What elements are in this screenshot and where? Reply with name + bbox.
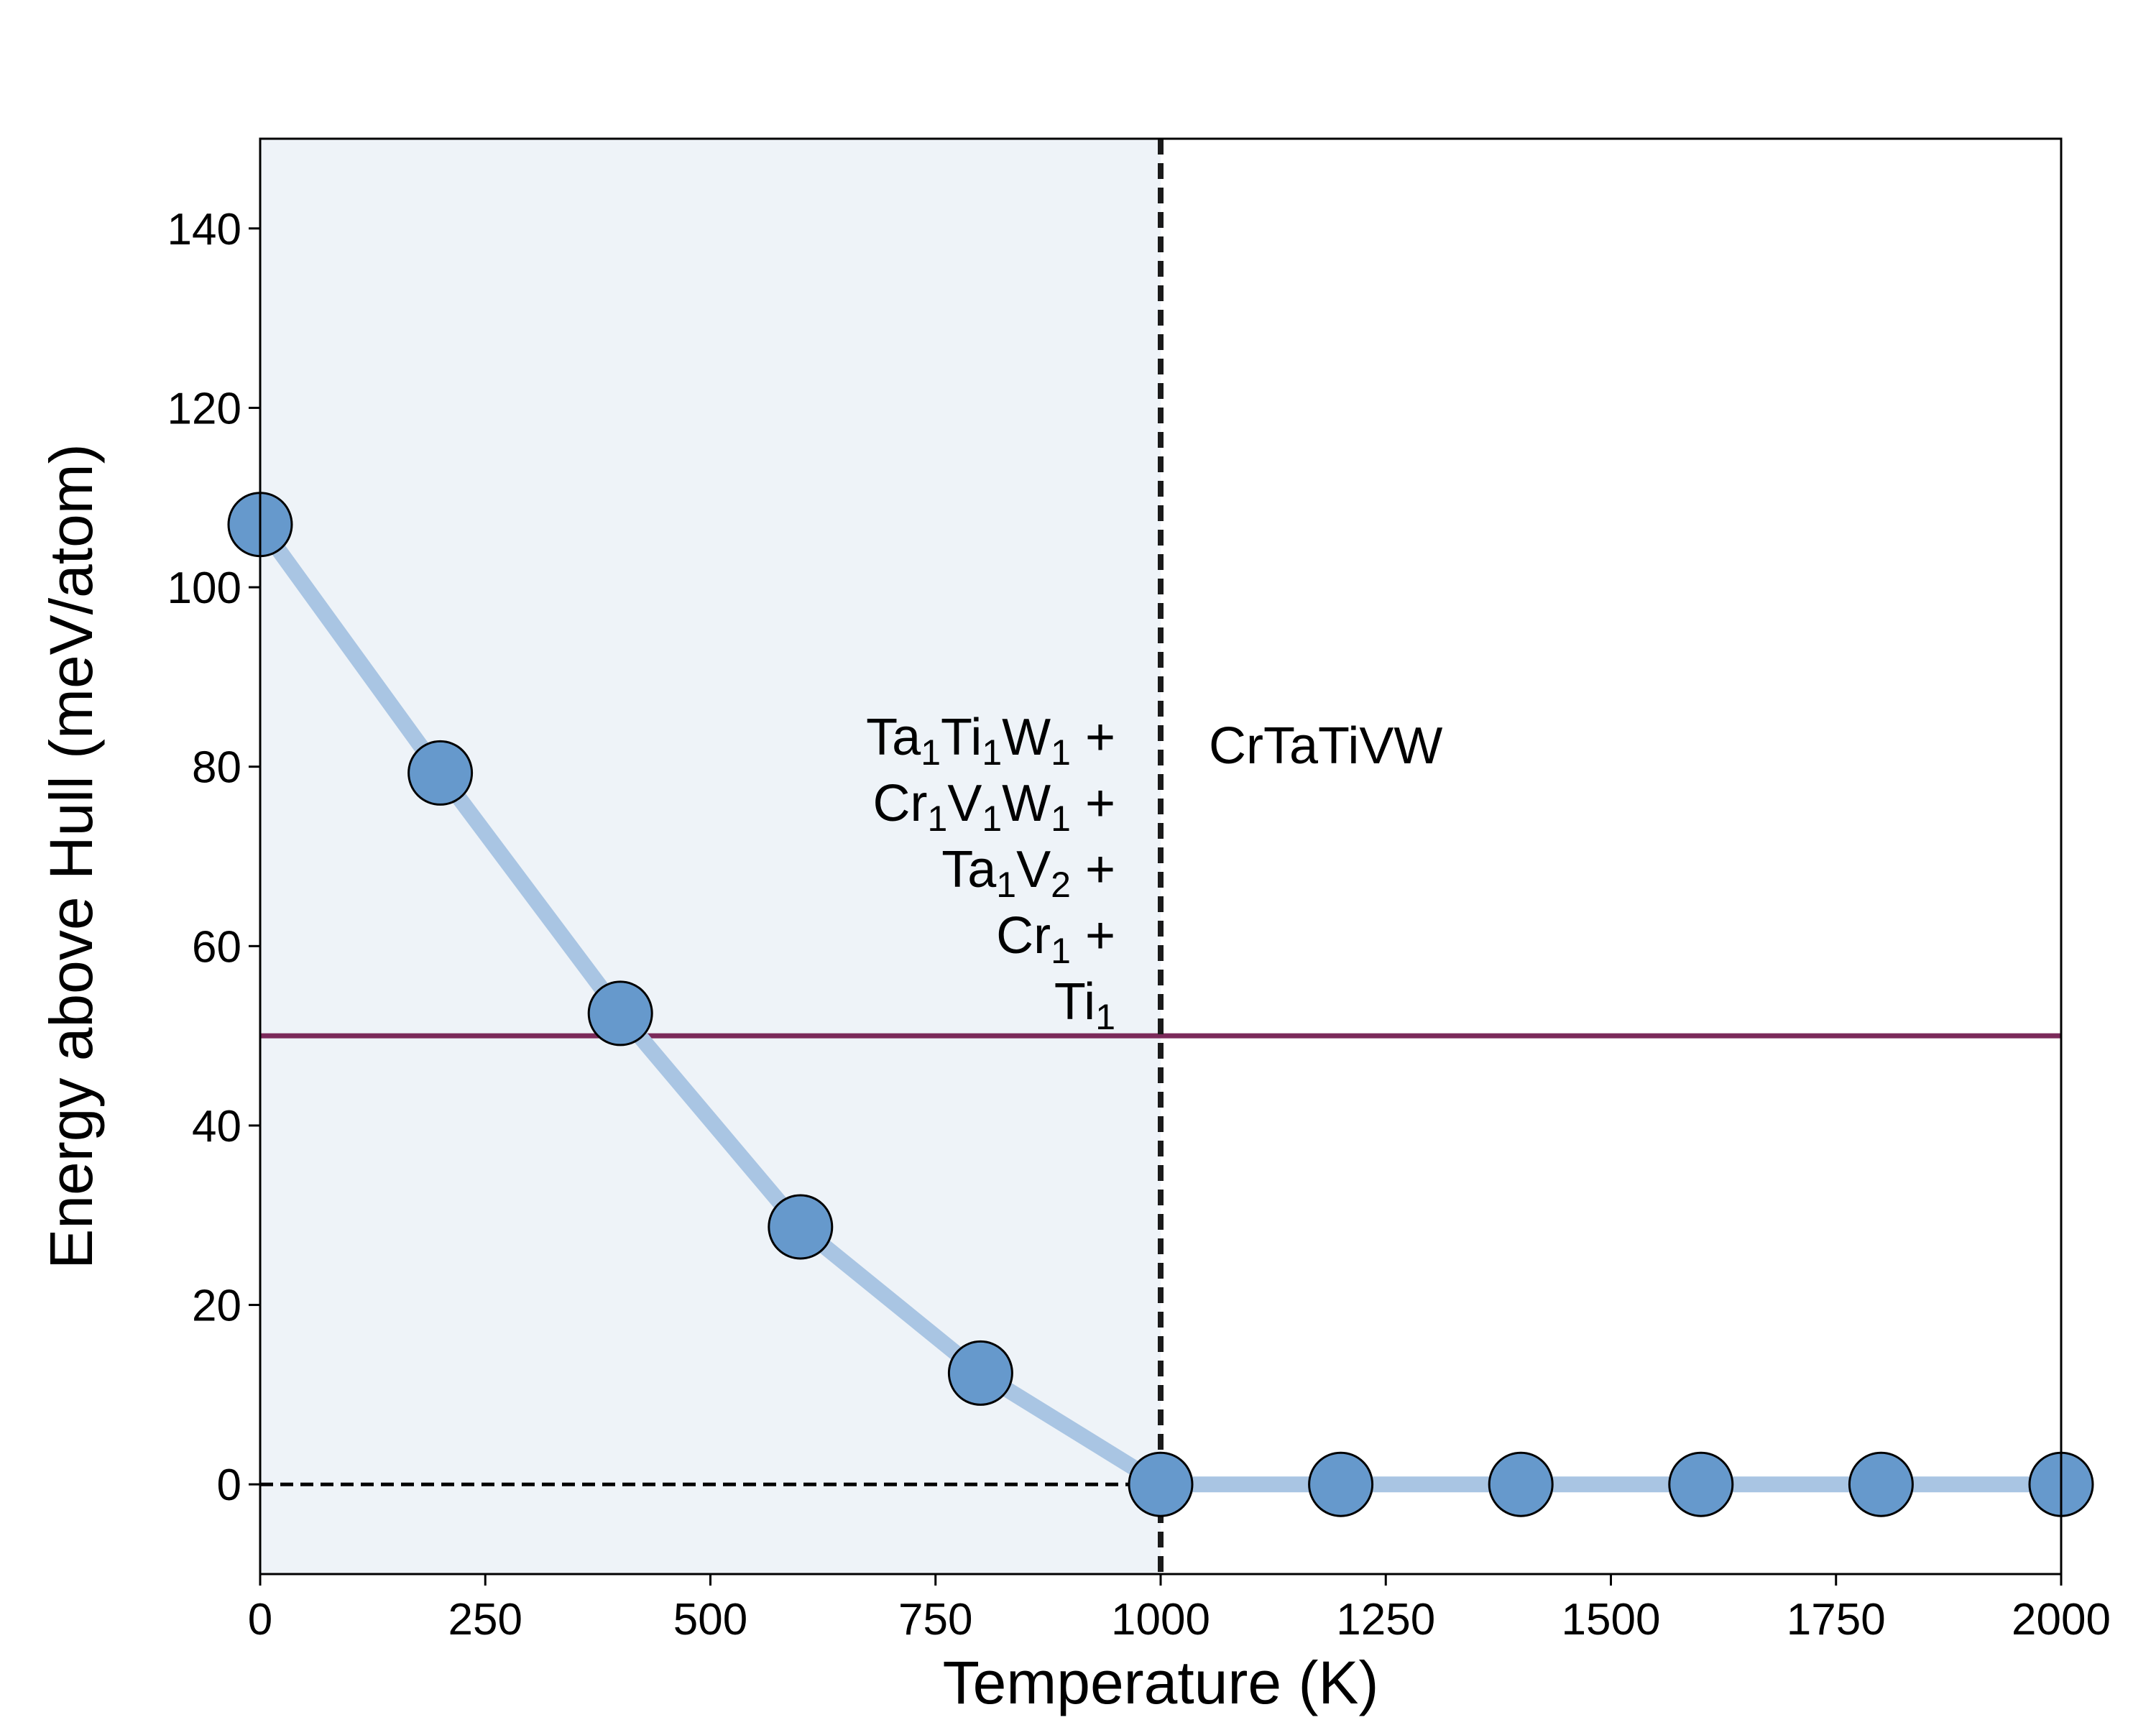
x-tick-label: 1750 [1787,1595,1886,1644]
y-tick-label: 20 [192,1282,241,1331]
data-point [407,740,474,806]
x-tick-label: 1500 [1562,1595,1661,1644]
y-tick-label: 60 [192,922,241,972]
phase-annotation-right: CrTaTiVW [1209,717,1442,775]
subscript: 1 [1095,997,1115,1037]
data-point [1488,1451,1554,1517]
y-axis-title: Energy above Hull (meV/atom) [37,443,105,1269]
annotation-text: + [1071,709,1115,766]
subscript: 1 [982,799,1002,839]
y-tick-label: 40 [192,1102,241,1151]
y-tick-label: 140 [167,205,241,254]
data-point [768,1194,834,1260]
subscript: 1 [921,732,941,773]
annotation-text: W [1002,775,1051,832]
subscript: 1 [1051,732,1071,773]
x-tick-label: 1000 [1111,1595,1210,1644]
x-tick-label: 750 [898,1595,972,1644]
x-tick-label: 1250 [1336,1595,1435,1644]
y-tick-label: 0 [217,1460,241,1510]
subscript: 1 [928,799,948,839]
subscript: 1 [1051,799,1071,839]
subscript: 2 [1051,865,1071,905]
annotation-text: Ti [941,709,982,766]
phase-annotation-line: Ti1 [1054,973,1115,1037]
data-point [1128,1451,1194,1517]
background-layer [260,139,1161,1574]
data-point [587,980,653,1046]
series-layer [227,139,2094,1574]
data-point [1308,1451,1374,1517]
subscript: 1 [1051,931,1071,971]
phase-annotation-line: Cr1 + [996,907,1115,971]
annotation-text: Ta [866,709,921,766]
annotation-text: Cr [996,907,1051,965]
subscript: 1 [996,865,1016,905]
data-point [1668,1451,1734,1517]
annotation-text: Ta [941,841,997,898]
y-tick-label: 80 [192,743,241,793]
x-axis-title: Temperature (K) [943,1649,1379,1716]
data-point [947,1340,1013,1406]
annotation-text: + [1071,841,1115,898]
x-tick-label: 500 [673,1595,747,1644]
annotation-text: V [1016,841,1051,898]
x-tick-label: 250 [448,1595,522,1644]
annotation-text: + [1071,907,1115,965]
phase-annotation-line: Ta1Ti1W1 + [866,709,1115,773]
y-tick-label: 120 [167,384,241,433]
annotation-text: W [1002,709,1051,766]
data-point [1848,1451,1914,1517]
x-tick-label: 0 [248,1595,272,1644]
shaded-region [260,139,1161,1574]
annotation-text: + [1071,775,1115,832]
annotation-text: Ti [1054,973,1095,1031]
annotation-text: Cr [873,775,928,832]
phase-annotation-line: Cr1V1W1 + [873,775,1115,839]
annotation-text: V [947,775,982,832]
axes-layer: 0 250 500 750 1000 1250 1500 1750 2000 0 20 40 60 80 1… [167,137,2111,1644]
annotations-layer: Ta1Ti1W1 +Cr1V1W1 +Ta1V2 +Cr1 +Ti1CrTaTi… [866,709,1442,1037]
y-tick-label: 100 [167,564,241,613]
x-tick-label: 2000 [2012,1595,2111,1644]
subscript: 1 [982,732,1002,773]
phase-annotation-line: Ta1V2 + [941,841,1115,905]
